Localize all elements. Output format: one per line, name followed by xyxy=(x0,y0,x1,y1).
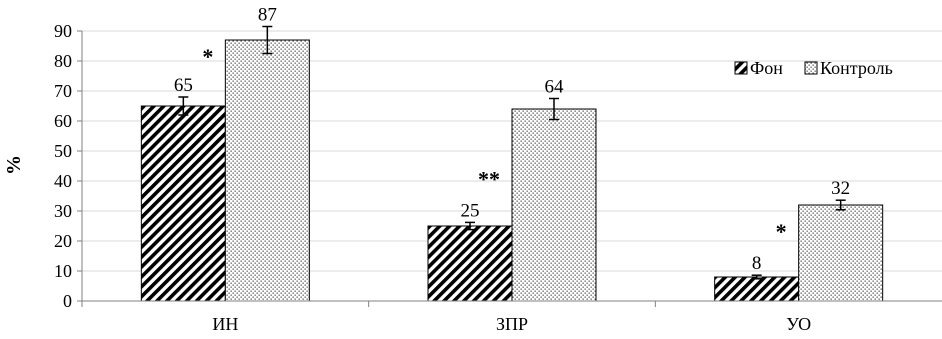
y-tick-label: 90 xyxy=(54,21,72,41)
y-tick-label: 40 xyxy=(54,171,72,191)
y-tick-label: 10 xyxy=(54,261,72,281)
y-tick-label: 60 xyxy=(54,111,72,131)
y-tick-label: 80 xyxy=(54,51,72,71)
y-tick-label: 0 xyxy=(63,291,72,311)
y-tick-label: 50 xyxy=(54,141,72,161)
legend-label: Контроль xyxy=(820,58,893,78)
x-category-label: УО xyxy=(786,314,811,334)
bar xyxy=(798,204,884,302)
bar xyxy=(427,225,513,302)
bars-group xyxy=(140,25,884,302)
y-tick-label: 20 xyxy=(54,231,72,251)
significance-marker: ** xyxy=(478,166,500,191)
legend-swatch xyxy=(804,61,818,75)
bar xyxy=(224,39,310,302)
legend-swatch xyxy=(734,61,748,75)
significance-marker: * xyxy=(776,219,787,244)
legend: Фон Контроль xyxy=(734,58,893,78)
axes xyxy=(77,30,942,307)
x-category-label: ИН xyxy=(212,314,238,334)
data-label: 8 xyxy=(752,253,762,274)
significance-marker: * xyxy=(202,44,213,69)
y-tick-label: 30 xyxy=(54,201,72,221)
data-label: 64 xyxy=(545,77,565,98)
data-label: 32 xyxy=(831,178,850,199)
bar xyxy=(140,105,226,302)
x-category-label: ЗПР xyxy=(496,314,528,334)
legend-label: Фон xyxy=(750,58,783,78)
data-label: 25 xyxy=(461,200,480,221)
data-label: 65 xyxy=(174,75,193,96)
bar xyxy=(511,108,597,302)
labels-group: 0 10 20 30 40 50 60 70 80 90 65 87 ИН * 25 64 ЗПР ** 8 32 УО… xyxy=(54,5,850,335)
y-tick-label: 70 xyxy=(54,81,72,101)
y-axis-title: % xyxy=(3,155,25,175)
bar xyxy=(714,276,800,302)
data-label: 87 xyxy=(258,5,277,26)
